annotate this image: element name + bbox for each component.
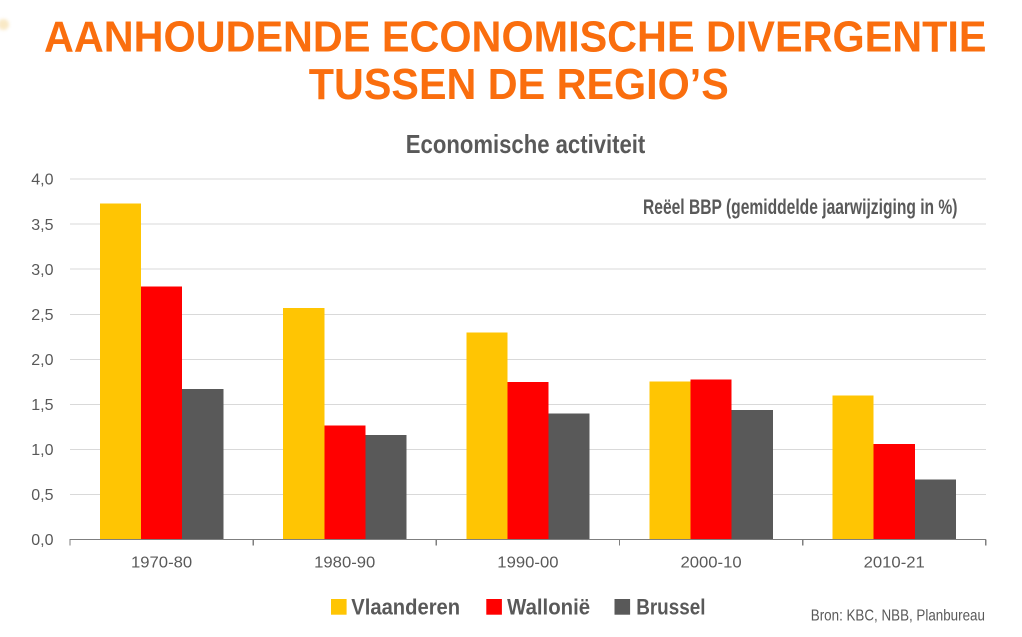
svg-text:3,5: 3,5 — [31, 217, 53, 234]
svg-text:Vlaanderen: Vlaanderen — [351, 595, 460, 620]
svg-text:3,0: 3,0 — [31, 262, 53, 279]
svg-text:0,0: 0,0 — [31, 532, 53, 549]
svg-text:1990-00: 1990-00 — [497, 555, 558, 572]
svg-text:4,0: 4,0 — [31, 172, 53, 189]
svg-text:0,5: 0,5 — [31, 487, 53, 504]
svg-text:1980-90: 1980-90 — [314, 555, 375, 572]
svg-text:2,0: 2,0 — [31, 352, 53, 369]
svg-text:2000-10: 2000-10 — [680, 555, 741, 572]
svg-text:Bron: KBC, NBB, Planbureau: Bron: KBC, NBB, Planbureau — [811, 608, 985, 625]
svg-text:2010-21: 2010-21 — [864, 555, 925, 572]
svg-text:1,0: 1,0 — [31, 442, 53, 459]
svg-text:Reëel BBP (gemiddelde jaarwijz: Reëel BBP (gemiddelde jaarwijziging in %… — [643, 196, 958, 219]
svg-text:Wallonië: Wallonië — [507, 595, 590, 620]
svg-text:1,5: 1,5 — [31, 397, 53, 414]
svg-text:2,5: 2,5 — [31, 307, 53, 324]
svg-text:Economische activiteit: Economische activiteit — [406, 129, 646, 159]
svg-text:TUSSEN DE REGIO’S: TUSSEN DE REGIO’S — [309, 61, 729, 109]
svg-text:1970-80: 1970-80 — [131, 555, 192, 572]
svg-text:Brussel: Brussel — [636, 595, 705, 620]
svg-text:AANHOUDENDE ECONOMISCHE DIVERG: AANHOUDENDE ECONOMISCHE DIVERGENTIE — [44, 14, 987, 62]
